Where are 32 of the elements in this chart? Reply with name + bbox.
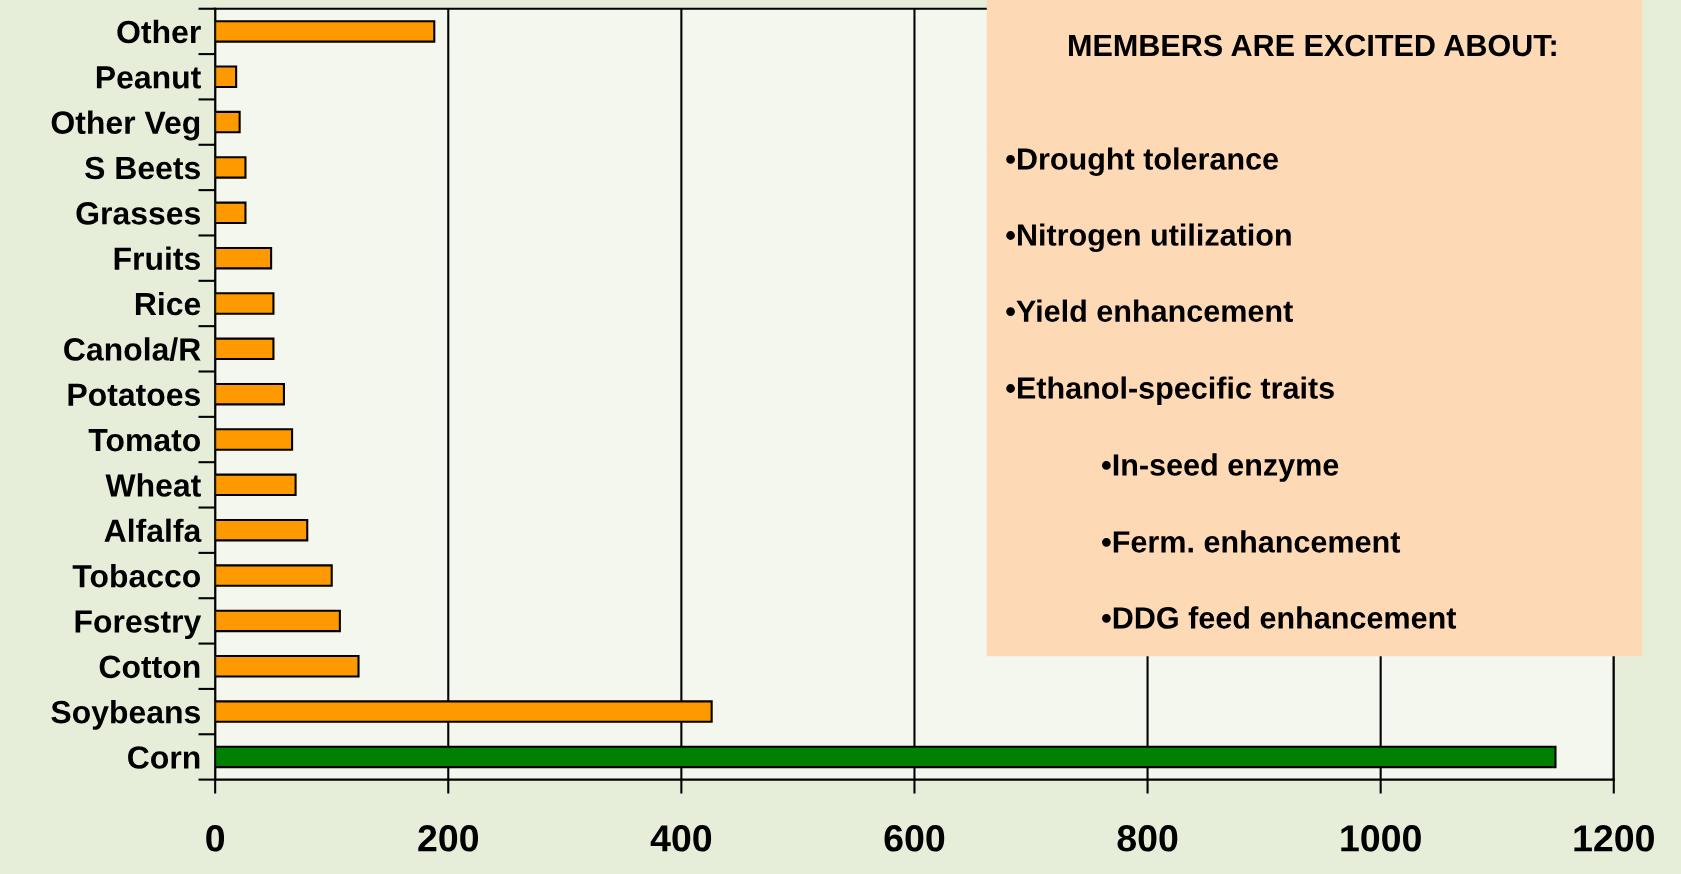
annotation: •Yield enhancement bbox=[1006, 299, 1293, 322]
x-tick-label: 1000 bbox=[1341, 825, 1421, 852]
y-tick-label: Alfalfa bbox=[104, 518, 202, 543]
y-tick-label: S Beets bbox=[85, 156, 200, 180]
x-tick-label: 800 bbox=[1117, 825, 1178, 852]
y-tick-label: Soybeans bbox=[51, 700, 200, 730]
y-tick-label: Potatoes bbox=[68, 383, 200, 407]
x-tick-label: 400 bbox=[650, 825, 712, 852]
x-tick-label: 0 bbox=[206, 825, 225, 852]
x-tick-label: 1200 bbox=[1574, 825, 1654, 852]
y-tick-label: Tomato bbox=[88, 429, 201, 452]
annotation: •Ferm. enhancement bbox=[1102, 530, 1401, 553]
x-tick-label: 200 bbox=[418, 825, 479, 852]
y-tick-label: Peanut bbox=[96, 66, 201, 89]
annotation: •Nitrogen utilization bbox=[1006, 223, 1291, 253]
annotation: •Ethanol-specific traits bbox=[1006, 376, 1334, 405]
annotation: •DDG feed enhancement bbox=[1102, 606, 1457, 629]
y-tick-label: Fruits bbox=[114, 246, 200, 271]
y-tick-label: Tobacco bbox=[72, 563, 201, 588]
y-tick-label: Grasses bbox=[76, 202, 200, 225]
y-tick-label: Wheat bbox=[105, 473, 201, 497]
y-tick-label: Rice bbox=[135, 291, 201, 316]
y-tick-label: Other bbox=[117, 19, 201, 44]
annotation: MEMBERS ARE EXCITED ABOUT: bbox=[1069, 34, 1556, 57]
y-tick-label: Corn bbox=[128, 746, 200, 769]
y-tick-label: Canola/R bbox=[64, 337, 201, 362]
x-tick-label: 600 bbox=[884, 825, 945, 852]
y-tick-label: Other Veg bbox=[51, 110, 200, 141]
annotation: •Drought tolerance bbox=[1006, 147, 1279, 176]
annotation: •In-seed enzyme bbox=[1102, 453, 1339, 482]
y-tick-label: Cotton bbox=[99, 655, 200, 679]
y-tick-label: Forestry bbox=[75, 610, 202, 640]
